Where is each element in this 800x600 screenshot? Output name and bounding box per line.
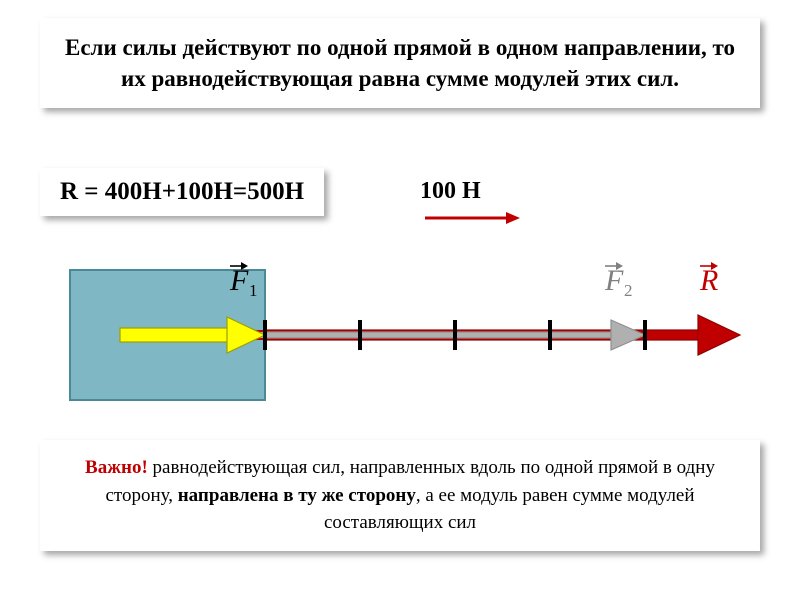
note-text: Важно! равнодействующая сил, направленны…	[60, 454, 740, 537]
note-bold1: направлена в ту же сторону	[178, 485, 416, 506]
equation-box: R = 400Н+100Н=500Н	[40, 168, 324, 216]
note-box: Важно! равнодействующая сил, направленны…	[40, 440, 760, 551]
svg-text:R: R	[699, 264, 718, 297]
svg-text:F: F	[229, 264, 249, 297]
rule-statement-text: Если силы действуют по одной прямой в од…	[60, 32, 740, 94]
scale-arrow	[425, 210, 535, 230]
svg-text:2: 2	[624, 281, 633, 300]
svg-text:F: F	[604, 264, 624, 297]
scale-label: 100 Н	[420, 178, 481, 205]
svg-text:1: 1	[249, 281, 258, 300]
note-important: Важно!	[85, 457, 148, 478]
force-diagram: F1F2R	[40, 240, 760, 420]
equation-text: R = 400Н+100Н=500Н	[60, 178, 304, 206]
rule-statement-box: Если силы действуют по одной прямой в од…	[40, 18, 760, 108]
